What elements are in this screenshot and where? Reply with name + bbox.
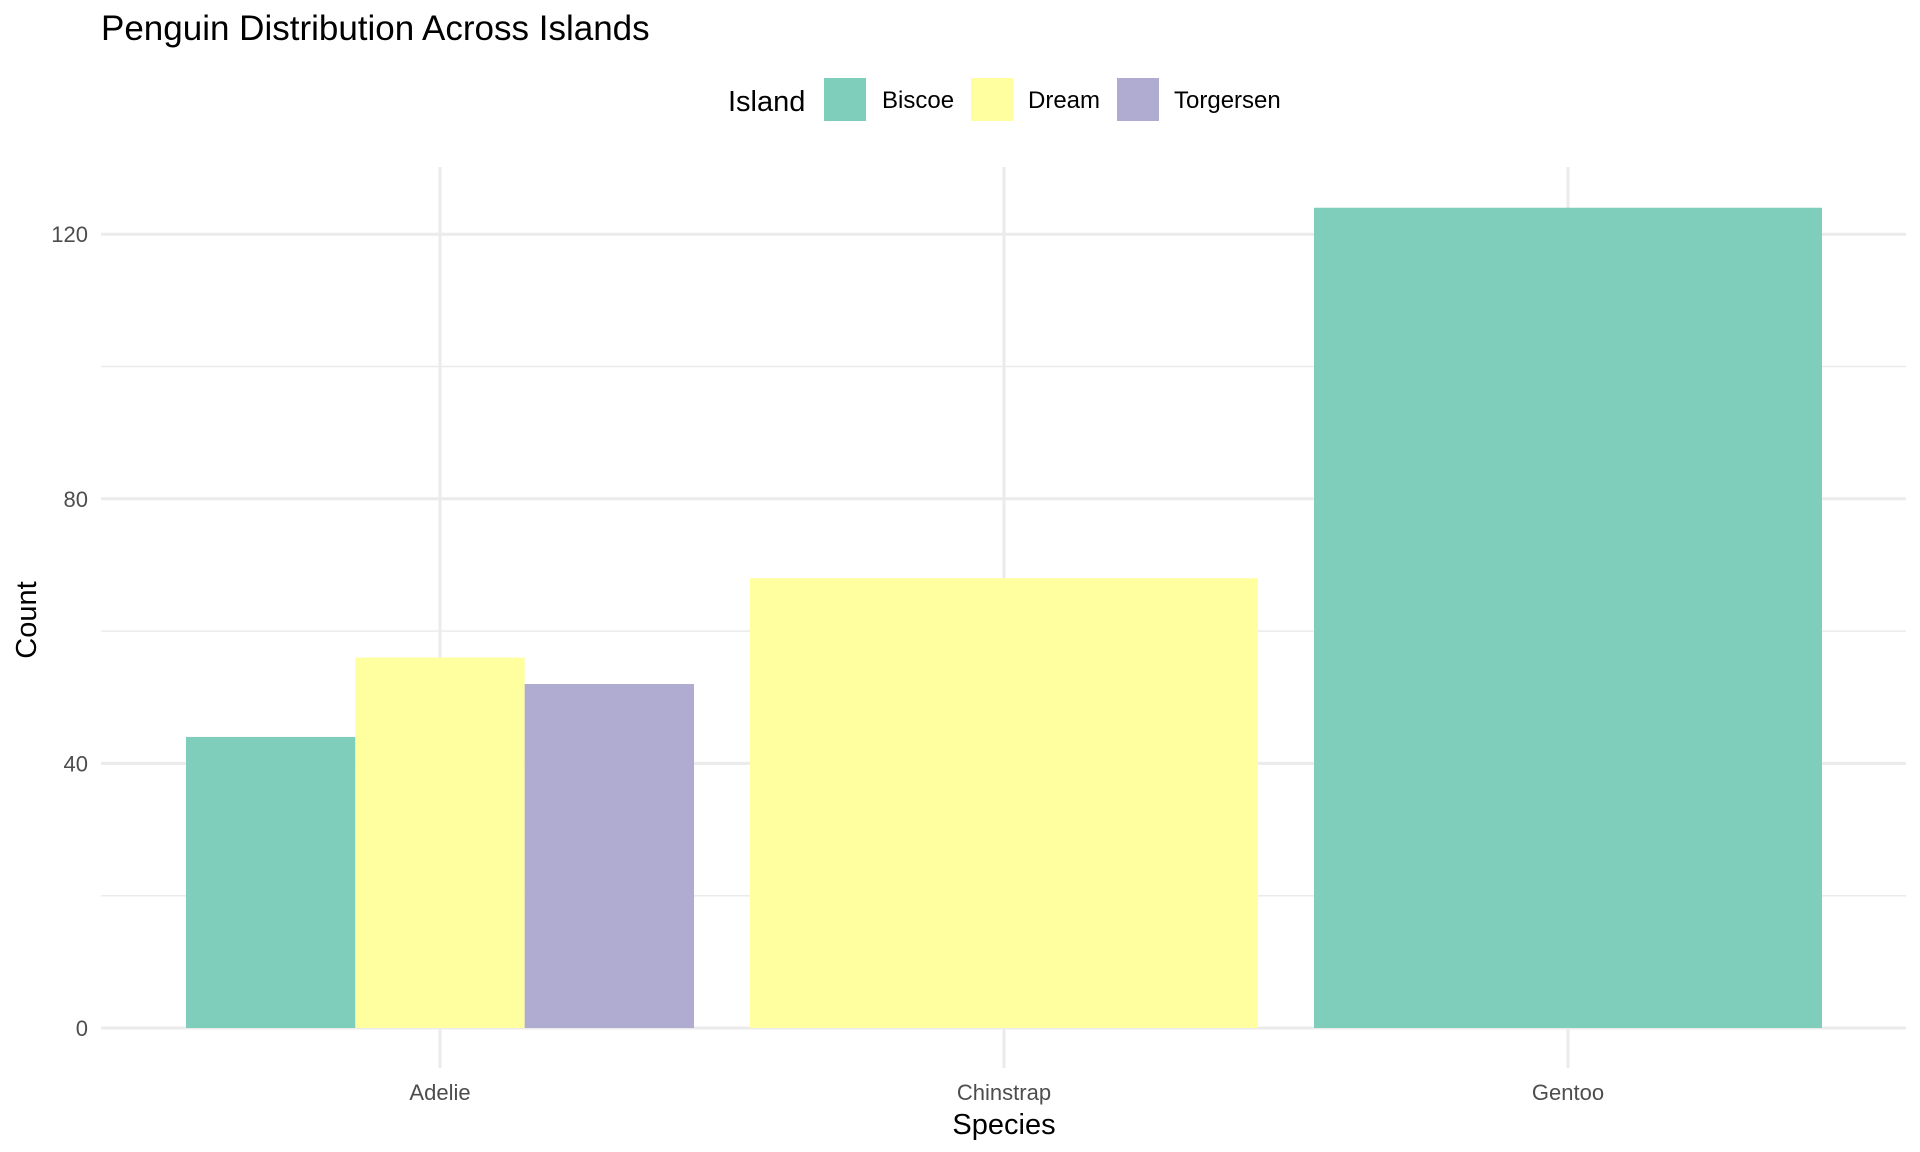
bar-chinstrap-dream	[750, 578, 1258, 1028]
bars	[186, 207, 1822, 1029]
y-axis-title: Count	[11, 581, 43, 658]
chart-title: Penguin Distribution Across Islands	[101, 9, 650, 48]
x-tick-label: Adelie	[409, 1080, 470, 1105]
x-axis-title: Species	[952, 1109, 1055, 1141]
x-tick-label: Chinstrap	[957, 1080, 1051, 1105]
x-tick-labels: Adelie Chinstrap Gentoo	[409, 1080, 1604, 1105]
bar-adelie-biscoe	[186, 736, 356, 1028]
legend: Island Biscoe Dream Torgersen	[728, 78, 1281, 121]
y-tick-labels: 0 40 80 120	[51, 222, 88, 1041]
y-tick-label: 0	[76, 1016, 88, 1041]
y-tick-label: 120	[51, 222, 88, 247]
legend-label-dream: Dream	[1028, 87, 1100, 114]
legend-label-torgersen: Torgersen	[1174, 87, 1281, 114]
bar-adelie-torgersen	[524, 684, 694, 1028]
bar-gentoo-biscoe	[1314, 207, 1822, 1029]
legend-key-dream	[971, 78, 1013, 121]
legend-key-torgersen	[1117, 78, 1159, 121]
y-tick-label: 80	[64, 487, 88, 512]
bar-adelie-dream	[355, 657, 525, 1028]
x-tick-label: Gentoo	[1532, 1080, 1604, 1105]
legend-title: Island	[728, 86, 805, 118]
y-tick-label: 40	[64, 751, 88, 776]
legend-key-biscoe	[824, 78, 866, 121]
legend-label-biscoe: Biscoe	[882, 87, 954, 114]
